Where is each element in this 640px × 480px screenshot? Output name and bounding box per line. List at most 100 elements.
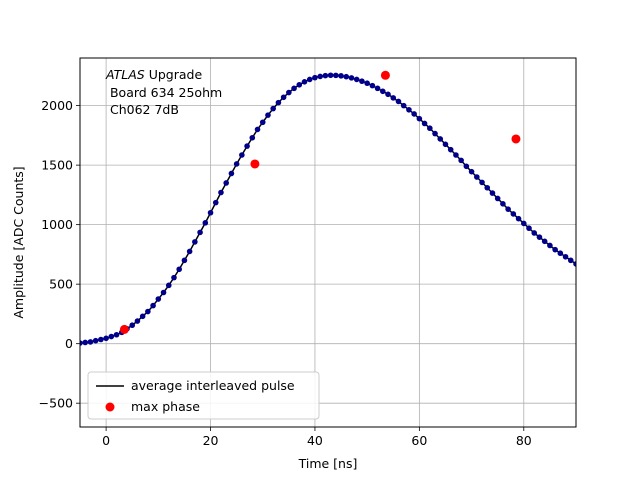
- pulse-data-point: [458, 157, 464, 164]
- pulse-data-point: [87, 339, 94, 345]
- y-axis-label: Amplitude [ADC Counts]: [11, 166, 26, 318]
- pulse-data-point: [207, 209, 214, 216]
- pulse-data-point: [385, 91, 391, 98]
- pulse-data-point: [489, 190, 496, 196]
- pulse-data-point: [374, 85, 381, 92]
- pulse-data-point: [406, 106, 412, 113]
- pulse-data-point: [338, 73, 344, 79]
- pulse-data-point: [244, 143, 250, 149]
- legend: average interleaved pulse max phase: [87, 371, 320, 420]
- pulse-data-point: [259, 119, 266, 126]
- pulse-data-point: [249, 134, 256, 141]
- pulse-data-point: [541, 238, 548, 245]
- max-phase-point: [380, 70, 390, 80]
- y-tick-label: 1000: [41, 217, 73, 232]
- pulse-data-point: [92, 337, 99, 344]
- pulse-data-point: [479, 179, 485, 186]
- x-tick-label: 0: [102, 433, 110, 448]
- y-tick-label: 2000: [41, 98, 73, 113]
- pulse-data-point: [202, 220, 209, 226]
- pulse-data-point: [223, 180, 229, 186]
- legend-entry-pulse: average interleaved pulse: [131, 378, 295, 393]
- pulse-data-point: [468, 168, 475, 175]
- pulse-data-point: [427, 125, 433, 132]
- pulse-data-point: [228, 170, 235, 177]
- pulse-data-point: [453, 152, 459, 158]
- pulse-data-point: [113, 331, 120, 338]
- pulse-data-point: [186, 248, 193, 255]
- pulse-data-point: [474, 174, 480, 180]
- pulse-data-point: [536, 234, 543, 240]
- x-tick-label: 80: [516, 433, 532, 448]
- pulse-data-point: [520, 220, 527, 227]
- pulse-data-point: [526, 225, 532, 232]
- pulse-data-point: [359, 78, 365, 85]
- pulse-data-point: [233, 161, 240, 167]
- pulse-data-point: [291, 85, 297, 92]
- pulse-data-point: [369, 82, 376, 89]
- pulse-data-point: [353, 76, 360, 83]
- pulse-data-point: [322, 72, 329, 79]
- pulse-data-point: [562, 253, 569, 260]
- pulse-data-point: [181, 257, 188, 264]
- pulse-data-point: [510, 211, 517, 217]
- pulse-data-point: [306, 76, 313, 83]
- pulse-data-point: [312, 74, 318, 81]
- pulse-data-point: [364, 80, 370, 87]
- y-tick-label: −500: [39, 396, 73, 411]
- pulse-data-point: [280, 94, 287, 101]
- pulse-data-point: [197, 229, 203, 236]
- pulse-data-point: [270, 105, 276, 112]
- x-tick-label: 40: [307, 433, 323, 448]
- pulse-data-point: [494, 195, 501, 202]
- pulse-data-point: [317, 73, 323, 80]
- annotation-atlas: ATLAS: [105, 67, 145, 82]
- pulse-data-point: [296, 81, 303, 88]
- pulse-data-point: [432, 130, 438, 137]
- pulse-data-point: [265, 112, 271, 118]
- pulse-data-point: [171, 274, 177, 281]
- pulse-data-point: [463, 163, 470, 170]
- pulse-data-point: [437, 136, 444, 142]
- pulse-data-point: [165, 282, 172, 289]
- annotation-upgrade: Upgrade: [145, 67, 203, 82]
- annotation: ATLAS Upgrade Board 634 25ohm Ch062 7dB: [105, 67, 222, 117]
- pulse-data-point: [129, 322, 136, 329]
- pulse-data-point: [567, 257, 574, 264]
- pulse-data-point: [80, 340, 83, 346]
- pulse-data-point: [421, 120, 428, 127]
- legend-entry-max-phase: max phase: [131, 399, 200, 414]
- pulse-data-point: [442, 141, 449, 148]
- pulse-data-point: [155, 296, 162, 302]
- pulse-data-point: [416, 115, 423, 122]
- pulse-data-point: [212, 199, 219, 206]
- pulse-data-point: [515, 215, 522, 222]
- pulse-data-point: [82, 339, 89, 346]
- pulse-data-point: [505, 206, 511, 212]
- legend-marker-swatch: [105, 402, 115, 412]
- y-tick-label: 500: [49, 277, 73, 292]
- pulse-data-point: [343, 73, 350, 80]
- pulse-data-point: [145, 308, 151, 315]
- pulse-data-point: [103, 335, 109, 342]
- x-axis-label: Time [ns]: [298, 456, 358, 471]
- pulse-data-point: [380, 88, 386, 95]
- pulse-data-point: [395, 98, 402, 105]
- pulse-data-point: [484, 184, 491, 191]
- annotation-line-2: Board 634 25ohm: [106, 85, 222, 100]
- pulse-data-point: [301, 79, 308, 85]
- pulse-data-point: [400, 102, 407, 109]
- legend-box: [87, 371, 320, 420]
- axis-ticks: 0 20 40 60 80 −500 0 500 1000 1500 2000: [39, 98, 532, 448]
- pulse-data-point: [139, 313, 146, 320]
- x-tick-label: 20: [203, 433, 219, 448]
- pulse-data-point: [547, 242, 553, 249]
- pulse-data-point: [557, 250, 564, 257]
- max-phase-point: [511, 134, 521, 144]
- pulse-data-point: [390, 95, 397, 101]
- pulse-data-point: [552, 246, 558, 253]
- pulse-data-point: [134, 318, 141, 324]
- y-tick-label: 0: [65, 336, 73, 351]
- pulse-data-point: [333, 72, 339, 79]
